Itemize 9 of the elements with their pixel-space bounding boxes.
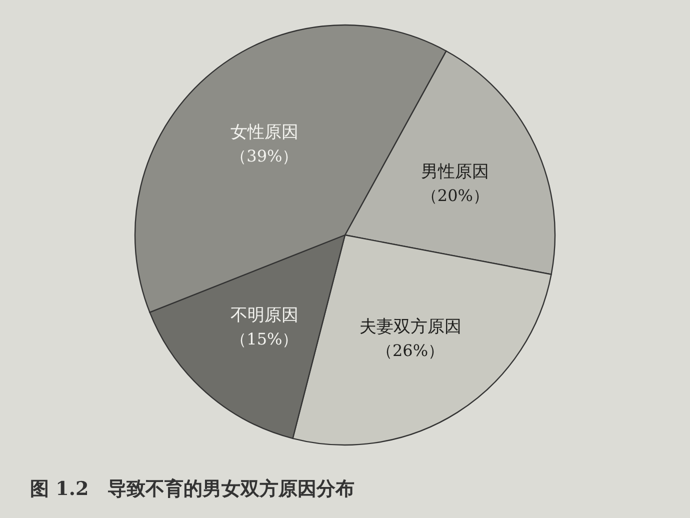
slice-label: 女性原因 [230, 122, 298, 143]
slice-label: 男性原因 [421, 162, 490, 182]
data-label: （26%） [376, 340, 444, 360]
data-label: （15%） [230, 329, 298, 348]
slice-label: 夫妻双方原因 [359, 316, 462, 337]
data-label: （20%） [421, 186, 489, 206]
data-label: （39%） [230, 146, 298, 166]
text: 图 1.2 导致不育的男女双方原因分布 [30, 478, 355, 500]
slice-label: 不明原因 [230, 305, 298, 326]
